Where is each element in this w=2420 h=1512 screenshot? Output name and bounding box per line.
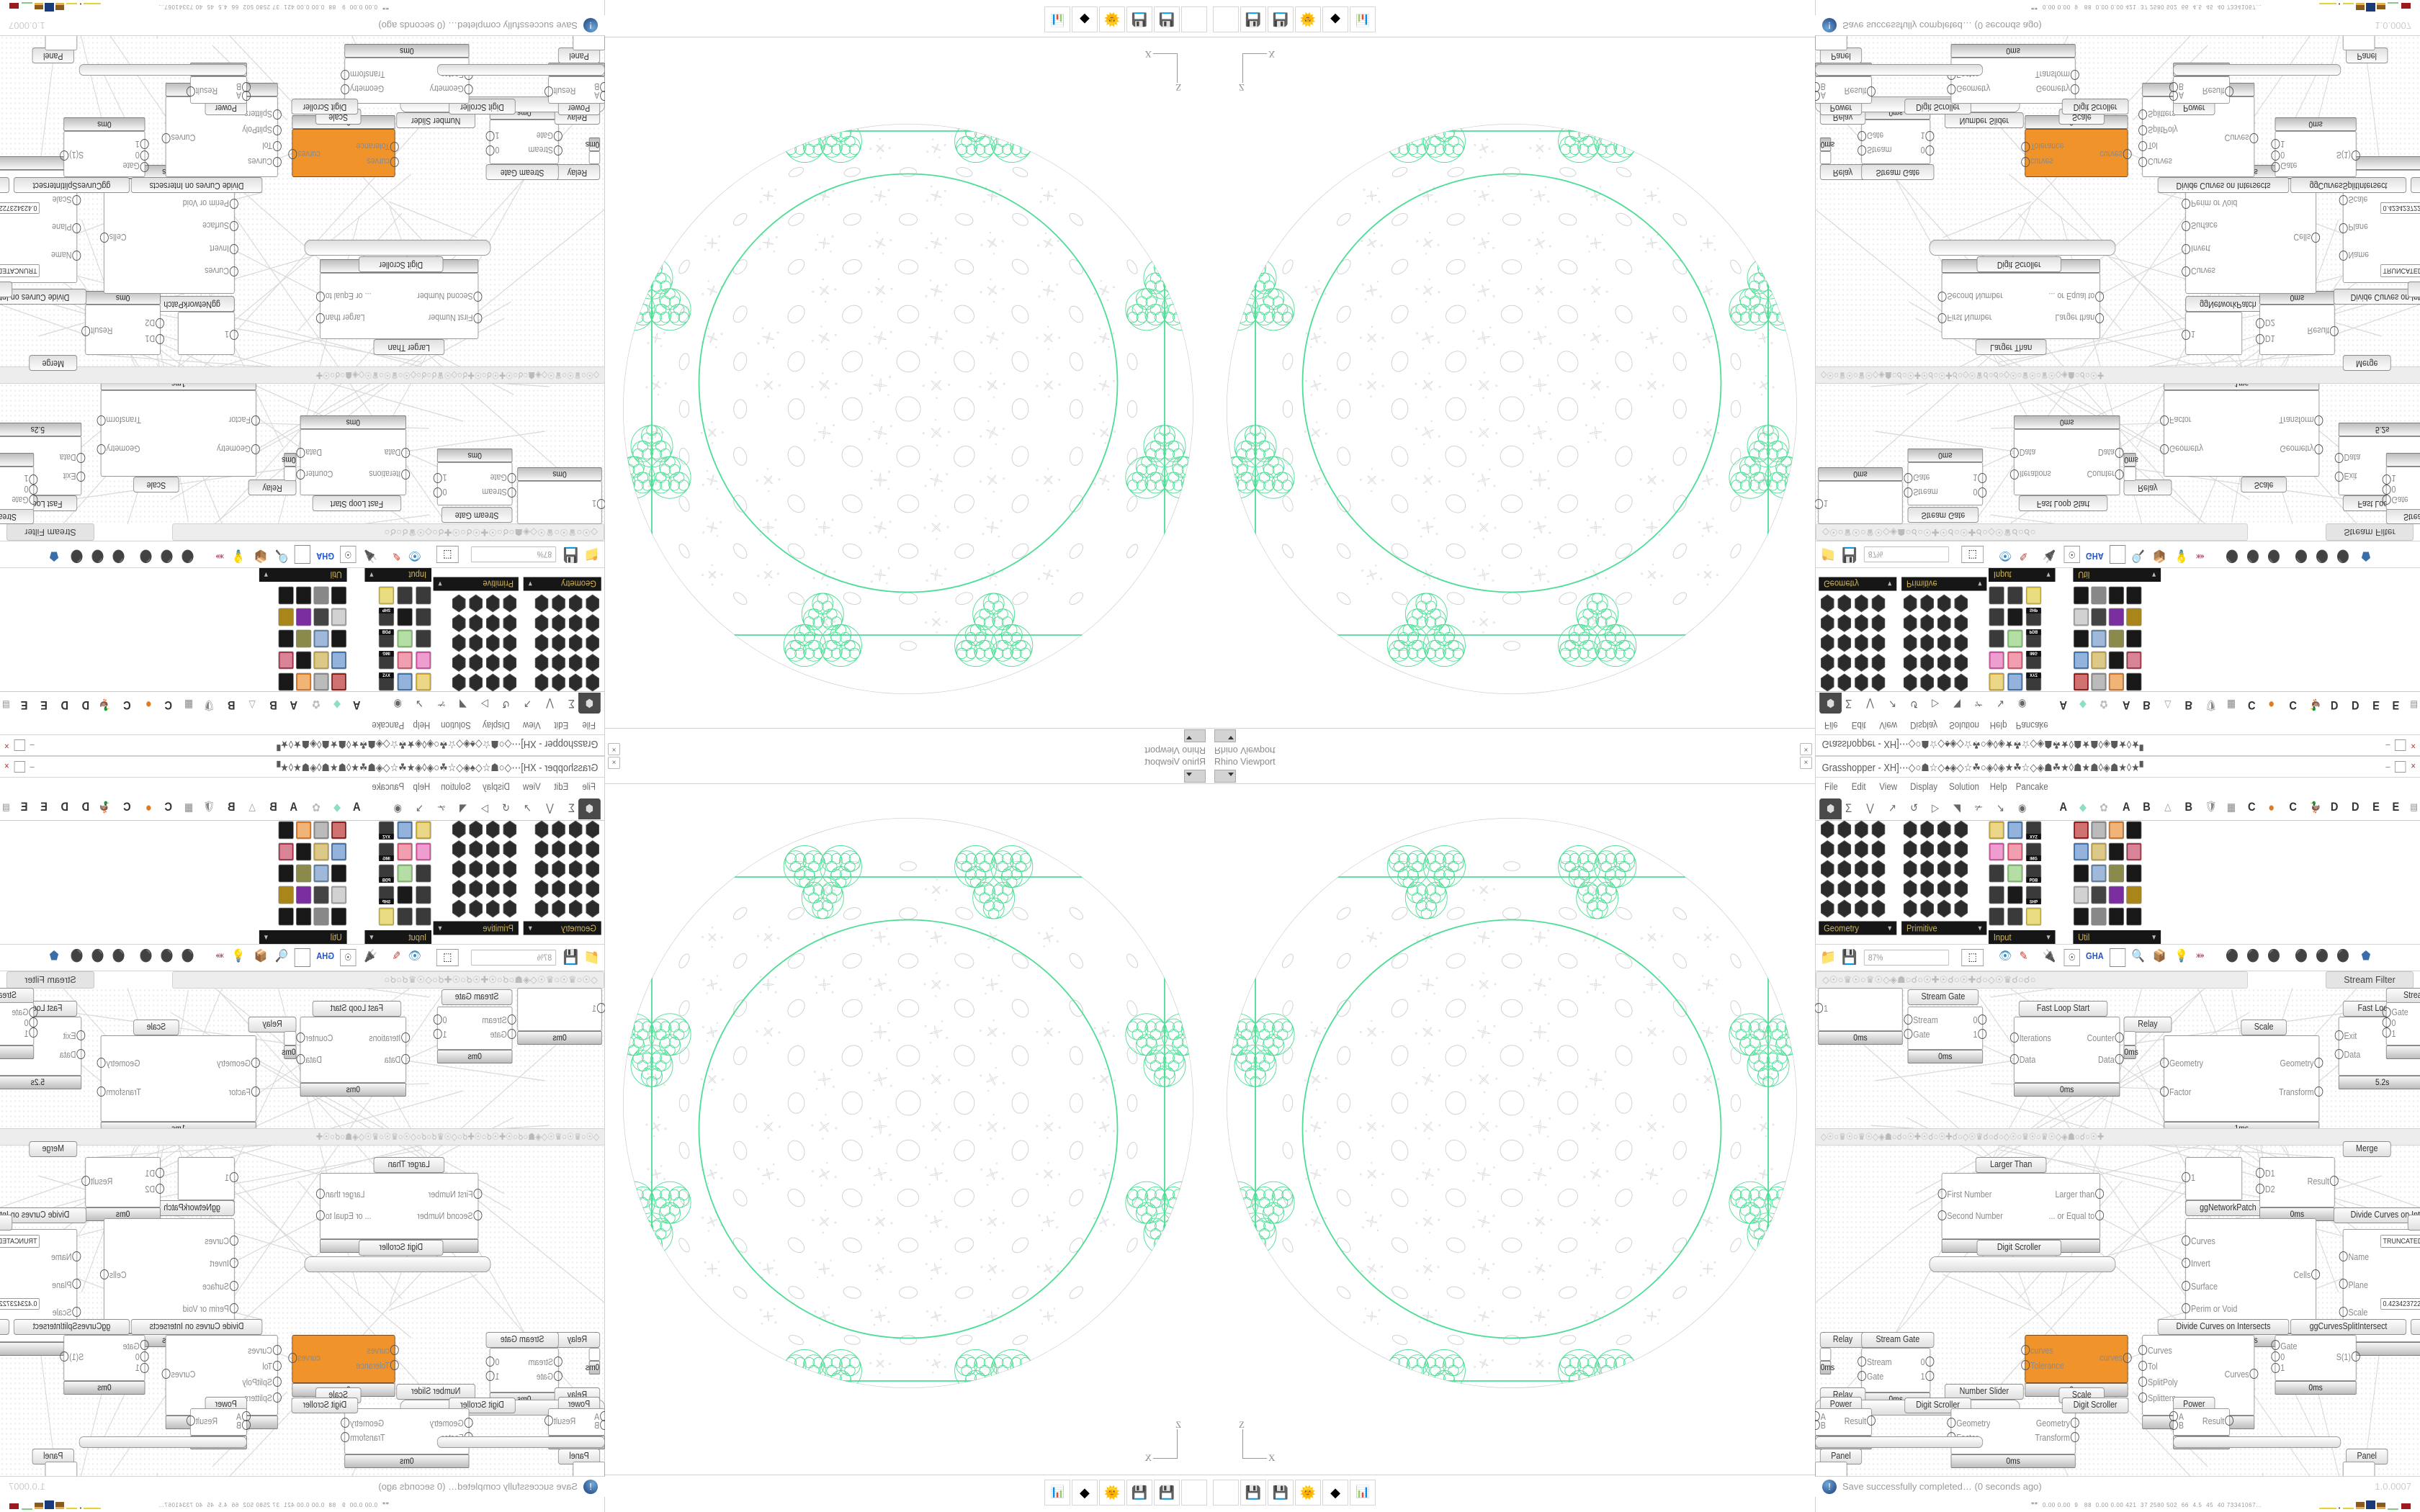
- svg-text:▼: ▼: [1887, 924, 1893, 932]
- svg-text:▼: ▼: [263, 933, 269, 941]
- svg-text:PDB: PDB: [2030, 629, 2038, 633]
- svg-text:Primitive: Primitive: [1906, 923, 1937, 934]
- svg-text:SHP: SHP: [382, 607, 390, 611]
- svg-text:Input: Input: [1994, 932, 2012, 942]
- svg-text:Util: Util: [331, 570, 342, 580]
- svg-text:Primitive: Primitive: [483, 578, 514, 589]
- svg-text:Geometry: Geometry: [1824, 923, 1860, 934]
- svg-text:▼: ▼: [1887, 580, 1893, 588]
- svg-text:Util: Util: [331, 932, 342, 942]
- svg-text:IMG: IMG: [382, 650, 390, 654]
- svg-text:▼: ▼: [437, 580, 443, 588]
- svg-text:▼: ▼: [527, 924, 533, 932]
- svg-text:IMG: IMG: [2030, 650, 2038, 654]
- svg-text:Input: Input: [408, 570, 426, 580]
- svg-text:▼: ▼: [527, 580, 533, 588]
- svg-text:XYZ: XYZ: [382, 672, 390, 676]
- svg-text:IMG: IMG: [382, 857, 390, 861]
- svg-text:Geometry: Geometry: [560, 578, 596, 589]
- svg-text:XYZ: XYZ: [2030, 835, 2038, 840]
- svg-text:▼: ▼: [263, 571, 269, 579]
- svg-text:PDB: PDB: [382, 629, 390, 633]
- svg-text:SHP: SHP: [382, 900, 390, 904]
- svg-text:Geometry: Geometry: [1824, 578, 1860, 589]
- svg-text:Util: Util: [2078, 570, 2089, 580]
- svg-text:▼: ▼: [2151, 933, 2156, 941]
- svg-text:XYZ: XYZ: [2030, 672, 2038, 676]
- svg-text:PDB: PDB: [2030, 878, 2038, 883]
- svg-text:Input: Input: [1994, 570, 2012, 580]
- svg-text:XYZ: XYZ: [382, 835, 390, 840]
- svg-text:▼: ▼: [2151, 571, 2156, 579]
- svg-text:▼: ▼: [369, 933, 375, 941]
- svg-text:▼: ▼: [2045, 933, 2051, 941]
- svg-text:SHP: SHP: [2030, 900, 2038, 904]
- svg-text:PDB: PDB: [382, 878, 390, 883]
- svg-text:Primitive: Primitive: [1906, 578, 1937, 589]
- svg-text:▼: ▼: [2045, 571, 2051, 579]
- svg-text:▼: ▼: [1977, 580, 1983, 588]
- svg-text:Input: Input: [408, 932, 426, 942]
- svg-text:▼: ▼: [437, 924, 443, 932]
- svg-text:▼: ▼: [1977, 924, 1983, 932]
- svg-text:Util: Util: [2078, 932, 2089, 942]
- svg-text:▼: ▼: [369, 571, 375, 579]
- svg-text:Primitive: Primitive: [483, 923, 514, 934]
- svg-text:Geometry: Geometry: [560, 923, 596, 934]
- svg-text:SHP: SHP: [2030, 607, 2038, 611]
- svg-text:IMG: IMG: [2030, 857, 2038, 861]
